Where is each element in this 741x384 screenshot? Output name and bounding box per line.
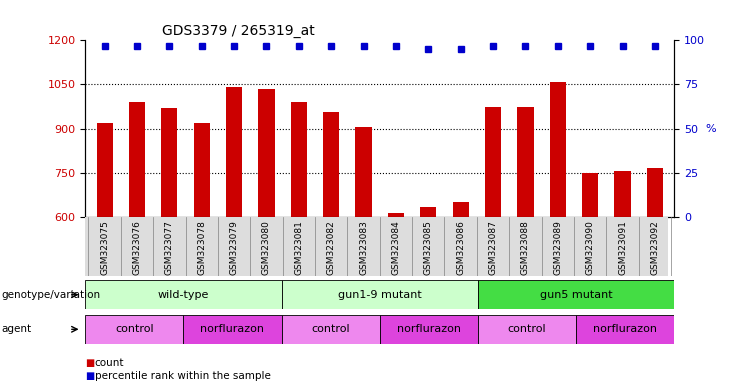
Bar (478, 280, 674, 309)
Text: control: control (311, 324, 350, 334)
Bar (85, 315, 184, 344)
Text: norflurazon: norflurazon (397, 324, 461, 334)
Text: percentile rank within the sample: percentile rank within the sample (95, 371, 270, 381)
Bar (226, 88, 242, 217)
Bar (582, 173, 598, 217)
Text: control: control (115, 324, 153, 334)
Text: GSM323085: GSM323085 (424, 220, 433, 275)
Bar (478, 315, 576, 344)
Bar (380, 315, 478, 344)
Y-axis label: %: % (705, 124, 716, 134)
Text: GSM323089: GSM323089 (554, 220, 562, 275)
Text: norflurazon: norflurazon (201, 324, 265, 334)
Text: ■: ■ (85, 371, 94, 381)
Text: GSM323092: GSM323092 (651, 220, 659, 275)
Text: GSM323075: GSM323075 (100, 220, 109, 275)
Text: GSM323084: GSM323084 (391, 220, 400, 275)
Text: control: control (508, 324, 546, 334)
Text: GSM323083: GSM323083 (359, 220, 368, 275)
Bar (85, 280, 282, 309)
Text: count: count (95, 358, 124, 368)
Text: GSM323087: GSM323087 (488, 220, 497, 275)
Bar (282, 280, 478, 309)
Text: GSM323086: GSM323086 (456, 220, 465, 275)
Text: GSM323079: GSM323079 (230, 220, 239, 275)
Bar (647, 168, 663, 217)
Text: GSM323077: GSM323077 (165, 220, 174, 275)
Bar (453, 202, 469, 217)
Bar (517, 106, 534, 217)
Text: gun5 mutant: gun5 mutant (539, 290, 613, 300)
Text: GSM323076: GSM323076 (133, 220, 142, 275)
Bar (193, 123, 210, 217)
Bar (485, 106, 501, 217)
Text: gun1-9 mutant: gun1-9 mutant (338, 290, 422, 300)
Text: GSM323078: GSM323078 (197, 220, 206, 275)
Text: norflurazon: norflurazon (594, 324, 657, 334)
Text: wild-type: wild-type (158, 290, 209, 300)
Text: GSM323080: GSM323080 (262, 220, 271, 275)
Text: GDS3379 / 265319_at: GDS3379 / 265319_at (162, 24, 314, 38)
Bar (614, 171, 631, 217)
Bar (420, 207, 436, 217)
Bar (388, 213, 404, 217)
Text: agent: agent (1, 324, 32, 334)
Bar (129, 102, 145, 217)
Bar (162, 108, 177, 217)
Bar (550, 81, 566, 217)
Bar (282, 315, 380, 344)
Text: GSM323088: GSM323088 (521, 220, 530, 275)
Text: GSM323081: GSM323081 (294, 220, 303, 275)
Text: ■: ■ (85, 358, 94, 368)
Bar (96, 123, 113, 217)
Bar (576, 315, 674, 344)
Text: GSM323091: GSM323091 (618, 220, 627, 275)
Bar (184, 315, 282, 344)
Bar (259, 89, 275, 217)
Text: genotype/variation: genotype/variation (1, 290, 101, 300)
Text: GSM323090: GSM323090 (585, 220, 595, 275)
Bar (356, 127, 372, 217)
Text: GSM323082: GSM323082 (327, 220, 336, 275)
Bar (290, 102, 307, 217)
Bar (323, 113, 339, 217)
